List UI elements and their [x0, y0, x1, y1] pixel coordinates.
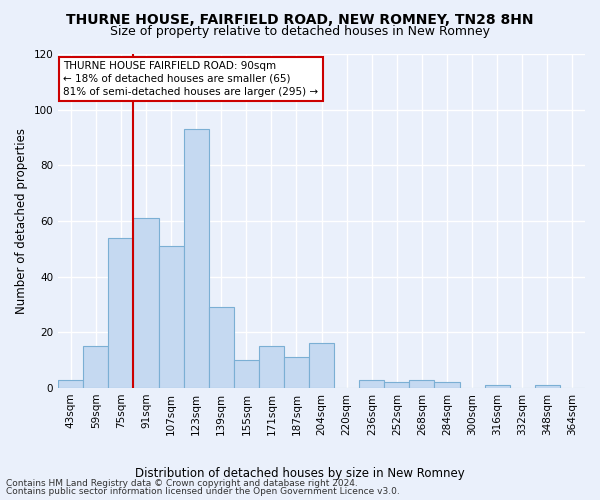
- Bar: [359, 380, 385, 388]
- Text: THURNE HOUSE FAIRFIELD ROAD: 90sqm
← 18% of detached houses are smaller (65)
81%: THURNE HOUSE FAIRFIELD ROAD: 90sqm ← 18%…: [64, 60, 319, 97]
- Bar: [234, 360, 259, 388]
- Bar: [83, 346, 109, 388]
- Bar: [133, 218, 158, 388]
- Text: THURNE HOUSE, FAIRFIELD ROAD, NEW ROMNEY, TN28 8HN: THURNE HOUSE, FAIRFIELD ROAD, NEW ROMNEY…: [66, 12, 534, 26]
- Bar: [259, 346, 284, 388]
- Bar: [184, 129, 209, 388]
- Bar: [535, 385, 560, 388]
- Bar: [434, 382, 460, 388]
- Text: Contains public sector information licensed under the Open Government Licence v3: Contains public sector information licen…: [6, 487, 400, 496]
- Bar: [409, 380, 434, 388]
- Bar: [109, 238, 133, 388]
- Bar: [209, 308, 234, 388]
- Y-axis label: Number of detached properties: Number of detached properties: [15, 128, 28, 314]
- Text: Contains HM Land Registry data © Crown copyright and database right 2024.: Contains HM Land Registry data © Crown c…: [6, 478, 358, 488]
- Bar: [309, 344, 334, 388]
- Bar: [385, 382, 409, 388]
- Text: Size of property relative to detached houses in New Romney: Size of property relative to detached ho…: [110, 25, 490, 38]
- Bar: [58, 380, 83, 388]
- Bar: [485, 385, 510, 388]
- Bar: [284, 358, 309, 388]
- Text: Distribution of detached houses by size in New Romney: Distribution of detached houses by size …: [135, 468, 465, 480]
- Bar: [158, 246, 184, 388]
